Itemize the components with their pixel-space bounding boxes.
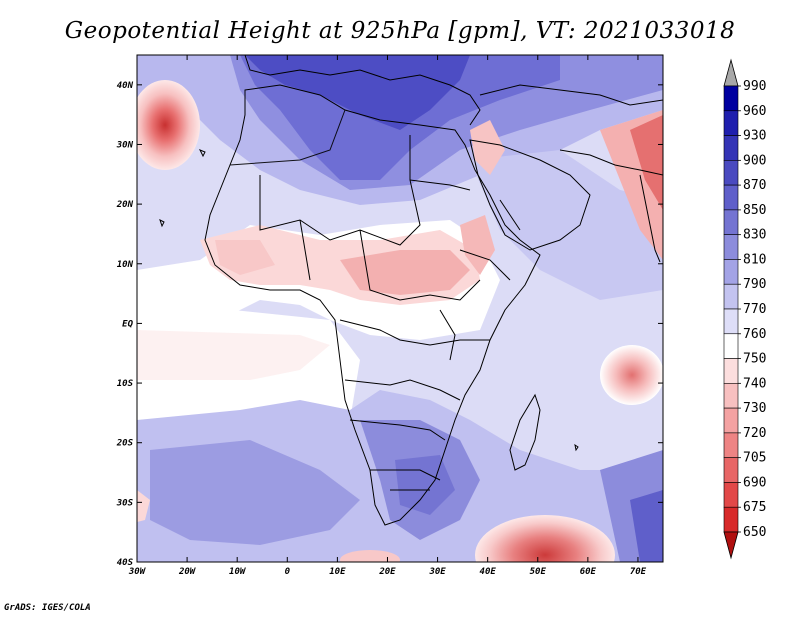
colorbar-over-triangle — [723, 58, 739, 87]
colorbar-label: 690 — [743, 475, 766, 490]
colorbar-box — [723, 160, 739, 186]
colorbar-box — [723, 407, 739, 434]
lon-tick-label: 70E — [630, 567, 647, 577]
lon-tick-label: 0 — [285, 567, 291, 577]
colorbar-box — [723, 85, 739, 112]
longitude-axis: 30W 20W 10W 0 10E 20E 30E 40E 50E 60E 70E — [128, 55, 647, 577]
height-field — [137, 55, 663, 562]
lat-tick-label: 20N — [116, 200, 134, 210]
grads-credit: GrADS: IGES/COLA — [4, 603, 91, 613]
lat-tick-label: 10N — [117, 260, 134, 270]
lon-tick-label: 30E — [428, 567, 446, 577]
lat-tick-label: EQ — [122, 319, 133, 329]
colorbar-box — [723, 506, 739, 533]
map-title: Geopotential Height at 925hPa [gpm], VT:… — [64, 18, 736, 44]
colorbar-label: 705 — [743, 451, 766, 466]
colorbar-box — [723, 135, 739, 161]
colorbar-box — [723, 308, 739, 335]
colorbar-box — [723, 482, 739, 508]
colorbar-box — [723, 184, 739, 211]
colorbar-box — [723, 333, 739, 359]
coastlines — [159, 55, 663, 526]
lon-tick-label: 10W — [229, 567, 247, 577]
colorbar-box — [723, 457, 739, 483]
colorbar-label: 830 — [743, 228, 766, 243]
colorbar-box — [723, 432, 739, 458]
lon-tick-label: 60E — [580, 567, 597, 577]
colorbar-box — [723, 283, 739, 310]
colorbar-box — [723, 209, 739, 235]
colorbar-label: 960 — [743, 104, 766, 119]
lon-tick-label: 20W — [178, 567, 197, 577]
colorbar-box — [723, 358, 739, 384]
colorbar-under-triangle — [723, 531, 739, 560]
lat-tick-label: 30N — [116, 140, 134, 150]
colorbar-label: 740 — [743, 376, 766, 391]
colorbar-label: 730 — [743, 401, 766, 416]
plot-frame — [136, 54, 664, 563]
lat-tick-label: 40S — [117, 558, 134, 568]
colorbar-label: 870 — [743, 178, 766, 193]
colorbar-label: 990 — [743, 79, 766, 94]
lon-tick-label: 30W — [128, 567, 147, 577]
colorbar-label: 650 — [743, 525, 766, 540]
colorbar-label: 770 — [743, 302, 766, 317]
colorbar-box — [723, 110, 739, 136]
colorbar-label: 750 — [743, 352, 766, 367]
colorbar-label: 810 — [743, 252, 766, 267]
colorbar-box — [723, 234, 739, 260]
colorbar-label: 850 — [743, 203, 766, 218]
colorbar-label: 900 — [743, 153, 766, 168]
lat-tick-label: 30S — [116, 498, 134, 508]
colorbar: 990 960 930 900 870 850 830 810 790 770 760 750 740 7… — [723, 58, 766, 560]
lon-tick-label: 20E — [378, 567, 396, 577]
lat-tick-label: 10S — [117, 379, 134, 389]
colorbar-box — [723, 383, 739, 409]
colorbar-label: 790 — [743, 277, 766, 292]
colorbar-label: 720 — [743, 426, 766, 441]
colorbar-label: 675 — [743, 500, 766, 515]
lat-tick-label: 40N — [117, 81, 134, 91]
lon-tick-label: 50E — [530, 567, 547, 577]
lat-tick-label: 20S — [116, 439, 134, 449]
latitude-axis: 40N 30N 20N 10N EQ 10S 20S 30S 40S — [116, 81, 663, 568]
lon-tick-label: 10E — [329, 567, 346, 577]
colorbar-label: 760 — [743, 327, 766, 342]
colorbar-box — [723, 259, 739, 285]
colorbar-label: 930 — [743, 129, 766, 144]
lon-tick-label: 40E — [480, 567, 497, 577]
